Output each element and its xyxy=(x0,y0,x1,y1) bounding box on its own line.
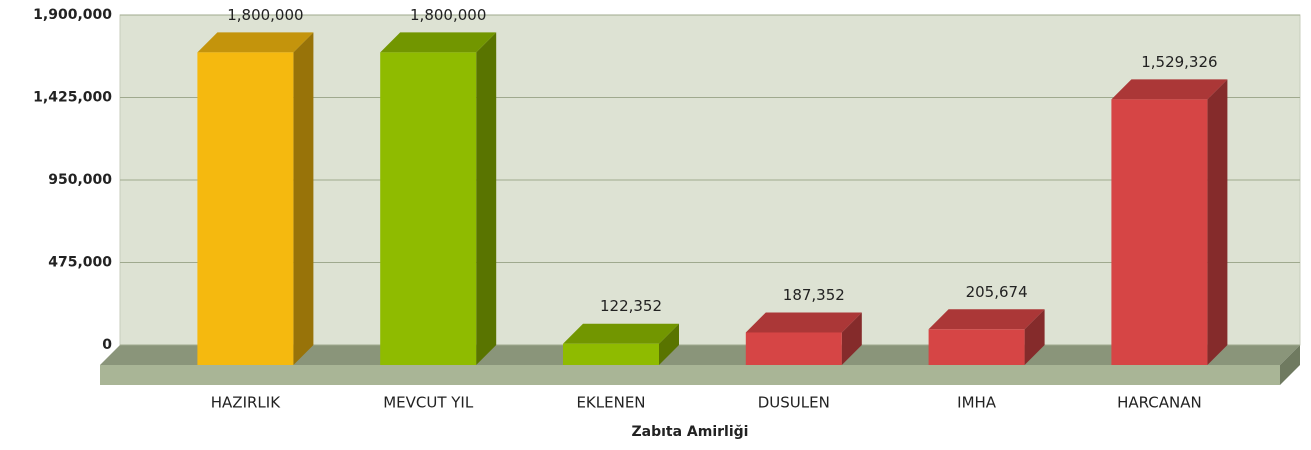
y-tick-label: 0 xyxy=(102,337,112,353)
floor-side xyxy=(1280,345,1300,385)
x-axis-title: Zabıta Amirliği xyxy=(632,424,749,440)
y-tick-label: 475,000 xyxy=(48,255,112,271)
value-label: 1,529,326 xyxy=(1141,53,1217,71)
bar-top xyxy=(197,32,314,53)
bar-side xyxy=(841,312,862,365)
y-tick-label: 950,000 xyxy=(48,172,112,188)
x-tick-label: HAZIRLIK xyxy=(211,394,281,412)
bar-top xyxy=(745,312,862,333)
bar-side xyxy=(1207,79,1228,365)
bar-top xyxy=(928,309,1045,330)
value-label: 187,352 xyxy=(783,286,845,304)
bar-side xyxy=(293,32,314,366)
bar-top xyxy=(563,323,679,344)
bar-side xyxy=(659,323,679,365)
x-tick-label: HARCANAN xyxy=(1117,394,1202,412)
floor-front xyxy=(100,365,1280,385)
x-tick-label: MEVCUT YIL xyxy=(383,394,474,412)
x-tick-label: EKLENEN xyxy=(576,394,645,412)
x-tick-label: DUSULEN xyxy=(758,394,830,412)
bar xyxy=(563,343,659,365)
value-label: 205,674 xyxy=(966,283,1028,301)
y-tick-label: 1,425,000 xyxy=(33,90,112,106)
bar-side xyxy=(1024,309,1045,365)
y-tick-label: 1,900,000 xyxy=(33,7,112,23)
value-label: 122,352 xyxy=(600,297,662,315)
bar-side xyxy=(476,32,497,366)
value-label: 1,800,000 xyxy=(410,6,486,24)
bar xyxy=(380,52,477,366)
bar-top xyxy=(380,32,497,53)
bar xyxy=(197,52,294,366)
bar-top xyxy=(1111,79,1228,100)
x-tick-label: IMHA xyxy=(957,394,997,412)
bar xyxy=(928,329,1025,365)
bar xyxy=(1111,99,1208,365)
value-label: 1,800,000 xyxy=(227,6,303,24)
bar xyxy=(745,332,842,365)
